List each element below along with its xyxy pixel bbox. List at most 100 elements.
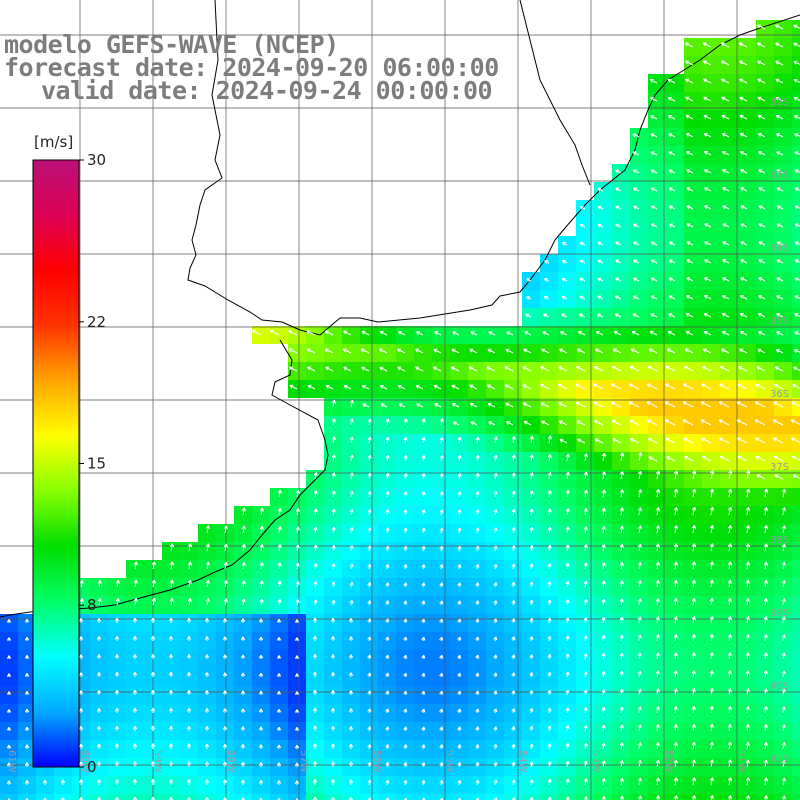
wind-arrow (728, 488, 732, 498)
wind-arrow (757, 78, 766, 84)
wind-arrow-head (529, 526, 534, 531)
wind-arrow-head (204, 636, 210, 640)
wind-arrow-head (259, 797, 263, 800)
wind-arrow (522, 384, 532, 390)
wind-arrow-head (475, 690, 480, 695)
wind-arrow-head (169, 579, 174, 584)
wind-arrow-head (673, 543, 679, 548)
wind-arrow-head (721, 114, 726, 119)
wind-arrow (710, 507, 714, 516)
wind-arrow (710, 688, 713, 696)
wind-arrow-head (452, 421, 457, 426)
wind-arrow (566, 508, 569, 516)
wind-cell (792, 434, 800, 452)
wind-arrow (684, 456, 694, 462)
wind-arrow-head (505, 402, 510, 407)
wind-arrow (224, 543, 227, 552)
wind-arrow-head (186, 690, 192, 694)
wind-arrow-head (421, 455, 426, 459)
wind-arrow (596, 313, 604, 318)
wind-arrow-head (547, 563, 552, 567)
wind-arrow (638, 760, 641, 768)
wind-arrow-head (114, 725, 120, 730)
wind-cell (72, 794, 90, 800)
wind-arrow (740, 187, 748, 192)
wind-arrow-head (385, 744, 390, 748)
wind-arrow (702, 366, 712, 372)
wind-arrow-head (24, 762, 30, 766)
wind-arrow-head (691, 688, 696, 693)
wind-arrow (782, 760, 785, 768)
wind-arrow (668, 133, 676, 138)
wind-arrow-head (114, 617, 120, 622)
wind-arrow-head (6, 709, 12, 713)
wind-arrow-head (348, 779, 354, 783)
wind-arrow-head (758, 151, 762, 155)
wind-arrow-head (601, 562, 606, 567)
wind-arrow (721, 114, 730, 120)
wind-arrow (764, 525, 768, 534)
wind-arrow (794, 205, 800, 210)
wind-arrow-head (655, 724, 660, 728)
wind-arrow-head (633, 223, 638, 228)
wind-cell (792, 686, 800, 704)
wind-arrow-head (205, 598, 210, 602)
wind-arrow (737, 456, 748, 462)
wind-arrow (656, 561, 659, 570)
wind-arrow-head (541, 348, 546, 353)
wind-arrow-head (331, 418, 336, 423)
wind-arrow-head (312, 761, 318, 765)
wind-arrow-head (114, 743, 120, 748)
wind-arrow-head (439, 672, 444, 677)
wind-arrow (361, 366, 370, 372)
colorbar-tick-label: 30 (87, 151, 106, 169)
wind-arrow-head (240, 618, 246, 622)
wind-arrow (728, 470, 732, 480)
wind-arrow (764, 777, 767, 786)
wind-arrow-head (597, 295, 602, 300)
wind-arrow (134, 598, 137, 606)
wind-arrow-head (511, 563, 516, 568)
wind-arrow-head (367, 744, 372, 748)
wind-arrow (722, 277, 730, 282)
wind-arrow-head (565, 471, 570, 476)
wind-arrow (613, 331, 622, 336)
wind-arrow (728, 634, 731, 642)
wind-arrow-head (547, 671, 552, 676)
wind-arrow-head (655, 488, 661, 493)
wind-arrow-head (60, 779, 66, 784)
wind-arrow (746, 470, 750, 480)
wind-arrow (722, 151, 730, 156)
wind-arrow-head (673, 706, 678, 710)
wind-arrow-head (794, 205, 799, 210)
lon-label: 52W (663, 750, 674, 773)
wind-arrow-head (367, 654, 372, 659)
wind-arrow-head (168, 761, 174, 765)
wind-arrow-head (169, 543, 175, 548)
wind-arrow (764, 742, 767, 750)
wind-arrow (757, 42, 766, 48)
wind-arrow-head (493, 654, 498, 659)
wind-arrow-head (547, 490, 552, 495)
wind-arrow (776, 205, 784, 210)
wind-arrow-head (421, 509, 426, 514)
wind-arrow-head (385, 454, 390, 459)
wind-cell (792, 56, 800, 74)
lon-label: 55W (444, 750, 455, 773)
wind-cell (792, 236, 800, 254)
wind-arrow-head (276, 726, 282, 731)
wind-arrow-head (745, 670, 750, 675)
wind-arrow (758, 169, 766, 174)
wind-arrow-head (475, 509, 480, 514)
wind-arrow (506, 421, 514, 426)
wind-arrow-head (276, 691, 282, 695)
wind-cell (792, 758, 800, 776)
wind-arrow-head (601, 471, 606, 476)
wind-arrow-head (349, 436, 354, 441)
wind-arrow-head (619, 598, 624, 603)
wind-arrow-head (614, 295, 619, 300)
wind-arrow-head (547, 653, 552, 658)
wind-arrow-head (439, 564, 444, 568)
wind-arrow-head (439, 779, 444, 784)
wind-arrow (782, 525, 786, 534)
